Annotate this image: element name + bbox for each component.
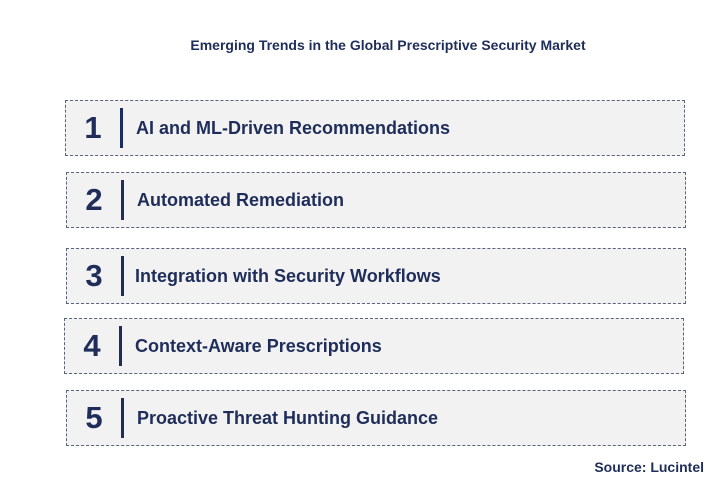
trend-item-3: 3 Integration with Security Workflows bbox=[66, 248, 686, 304]
diagram-title: Emerging Trends in the Global Prescripti… bbox=[190, 37, 586, 53]
trend-label: Proactive Threat Hunting Guidance bbox=[137, 407, 439, 428]
trend-item-4: 4 Context-Aware Prescriptions bbox=[64, 318, 684, 374]
trend-item-2: 2 Automated Remediation bbox=[66, 172, 686, 228]
trend-divider bbox=[119, 326, 122, 366]
trend-number: 2 bbox=[85, 182, 103, 217]
trend-label: Context-Aware Prescriptions bbox=[135, 335, 382, 356]
trend-label: AI and ML-Driven Recommendations bbox=[136, 117, 451, 138]
trend-number: 5 bbox=[85, 400, 103, 435]
trend-label: Automated Remediation bbox=[137, 189, 345, 210]
trend-number: 3 bbox=[85, 258, 103, 293]
trend-number: 4 bbox=[83, 328, 101, 363]
trend-number: 1 bbox=[84, 110, 102, 145]
trend-item-1: 1 AI and ML-Driven Recommendations bbox=[65, 100, 685, 156]
trend-divider bbox=[120, 108, 123, 148]
trend-divider bbox=[121, 180, 124, 220]
source-caption: Source: Lucintel bbox=[594, 459, 704, 475]
trend-divider bbox=[121, 398, 124, 438]
trend-item-5: 5 Proactive Threat Hunting Guidance bbox=[66, 390, 686, 446]
trend-label: Integration with Security Workflows bbox=[135, 265, 441, 286]
trend-divider bbox=[121, 256, 124, 296]
